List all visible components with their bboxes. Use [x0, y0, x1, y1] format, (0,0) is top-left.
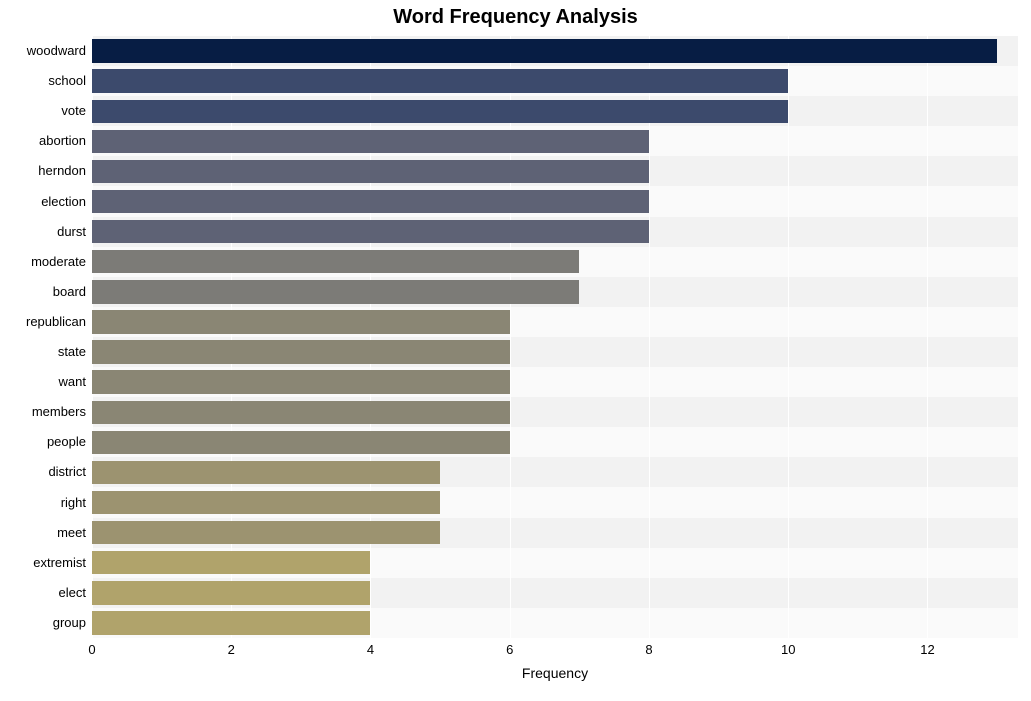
- bar: [92, 310, 510, 333]
- bar: [92, 250, 579, 273]
- bar: [92, 190, 649, 213]
- y-tick-label: election: [1, 191, 86, 213]
- bar: [92, 581, 370, 604]
- y-tick-label: herndon: [1, 160, 86, 182]
- y-tick-label: group: [1, 612, 86, 634]
- x-tick-label: 2: [228, 642, 235, 657]
- y-tick-label: people: [1, 431, 86, 453]
- x-tick-label: 6: [506, 642, 513, 657]
- y-tick-label: district: [1, 461, 86, 483]
- y-tick-label: moderate: [1, 251, 86, 273]
- bar: [92, 521, 440, 544]
- bar: [92, 491, 440, 514]
- bar: [92, 280, 579, 303]
- gridline: [649, 36, 650, 638]
- bar: [92, 130, 649, 153]
- x-tick-label: 12: [920, 642, 934, 657]
- y-tick-label: members: [1, 401, 86, 423]
- y-tick-label: abortion: [1, 130, 86, 152]
- y-tick-label: state: [1, 341, 86, 363]
- y-tick-label: durst: [1, 221, 86, 243]
- bar: [92, 551, 370, 574]
- y-tick-label: right: [1, 492, 86, 514]
- y-tick-label: meet: [1, 522, 86, 544]
- y-tick-label: elect: [1, 582, 86, 604]
- y-tick-label: want: [1, 371, 86, 393]
- word-frequency-chart: Word Frequency Analysis Frequency woodwa…: [0, 0, 1031, 701]
- bar: [92, 431, 510, 454]
- bar: [92, 220, 649, 243]
- bar: [92, 461, 440, 484]
- bar: [92, 39, 997, 62]
- y-tick-label: woodward: [1, 40, 86, 62]
- bar: [92, 69, 788, 92]
- bar: [92, 401, 510, 424]
- bar: [92, 160, 649, 183]
- bar: [92, 370, 510, 393]
- bar: [92, 340, 510, 363]
- gridline: [927, 36, 928, 638]
- bar: [92, 611, 370, 634]
- bar: [92, 100, 788, 123]
- x-tick-label: 10: [781, 642, 795, 657]
- y-tick-label: board: [1, 281, 86, 303]
- y-tick-label: school: [1, 70, 86, 92]
- gridline: [370, 36, 371, 638]
- y-tick-label: extremist: [1, 552, 86, 574]
- y-tick-label: republican: [1, 311, 86, 333]
- x-tick-label: 8: [645, 642, 652, 657]
- x-tick-label: 4: [367, 642, 374, 657]
- x-axis-title: Frequency: [92, 665, 1018, 681]
- gridline: [788, 36, 789, 638]
- plot-area: [92, 36, 1018, 638]
- gridline: [510, 36, 511, 638]
- gridline: [92, 36, 93, 638]
- x-tick-label: 0: [88, 642, 95, 657]
- chart-title: Word Frequency Analysis: [0, 6, 1031, 29]
- gridline: [231, 36, 232, 638]
- y-tick-label: vote: [1, 100, 86, 122]
